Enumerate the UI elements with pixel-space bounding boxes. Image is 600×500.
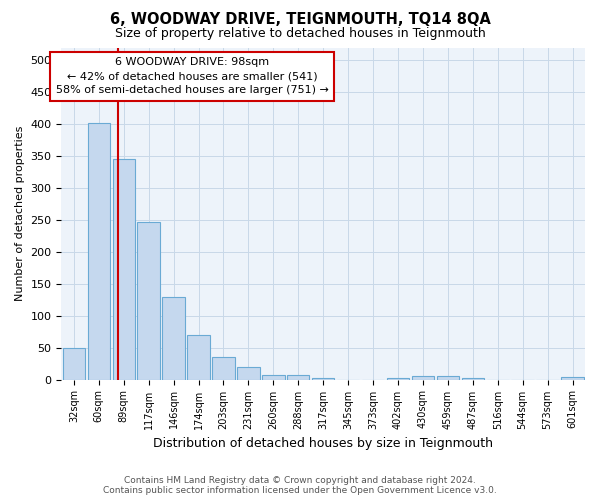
Text: 6 WOODWAY DRIVE: 98sqm
← 42% of detached houses are smaller (541)
58% of semi-de: 6 WOODWAY DRIVE: 98sqm ← 42% of detached… <box>56 58 329 96</box>
Bar <box>437 376 459 380</box>
Bar <box>461 378 484 380</box>
Bar <box>562 377 584 380</box>
Bar <box>412 376 434 380</box>
Bar <box>187 335 210 380</box>
Bar <box>163 296 185 380</box>
Bar <box>62 348 85 380</box>
Bar <box>287 375 310 380</box>
Bar <box>212 357 235 380</box>
Text: Contains HM Land Registry data © Crown copyright and database right 2024.
Contai: Contains HM Land Registry data © Crown c… <box>103 476 497 495</box>
Bar <box>137 222 160 380</box>
Bar <box>387 378 409 380</box>
X-axis label: Distribution of detached houses by size in Teignmouth: Distribution of detached houses by size … <box>153 437 493 450</box>
Bar <box>312 378 334 380</box>
Bar <box>237 367 260 380</box>
Bar <box>113 160 135 380</box>
Text: Size of property relative to detached houses in Teignmouth: Size of property relative to detached ho… <box>115 28 485 40</box>
Bar <box>88 124 110 380</box>
Y-axis label: Number of detached properties: Number of detached properties <box>15 126 25 301</box>
Text: 6, WOODWAY DRIVE, TEIGNMOUTH, TQ14 8QA: 6, WOODWAY DRIVE, TEIGNMOUTH, TQ14 8QA <box>110 12 490 28</box>
Bar <box>262 375 284 380</box>
